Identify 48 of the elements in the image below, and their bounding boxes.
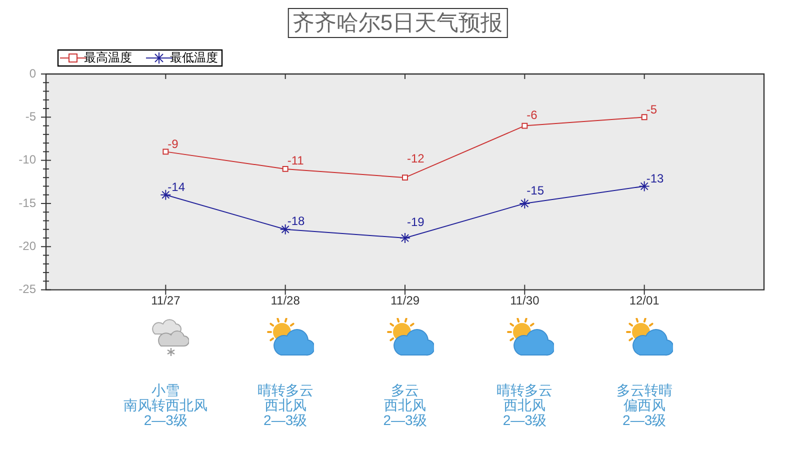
text: 2—3级 bbox=[382, 412, 428, 428]
text: 多云 bbox=[390, 382, 420, 398]
data-label: -18 bbox=[287, 214, 306, 228]
text: 2—3级 bbox=[622, 412, 668, 428]
point bbox=[160, 189, 172, 200]
data-label: -15 bbox=[526, 184, 544, 198]
point bbox=[641, 114, 648, 120]
legend-label: 最高温度 bbox=[84, 50, 132, 64]
y-tick-label: -20 bbox=[18, 238, 36, 253]
text: 西北风 bbox=[383, 397, 427, 413]
data-label: -6 bbox=[526, 108, 538, 122]
point bbox=[402, 174, 408, 181]
y-tick-label: -10 bbox=[18, 152, 36, 167]
y-tick-label: -15 bbox=[18, 196, 36, 210]
data-label: -12 bbox=[407, 152, 425, 166]
text: 2—3级 bbox=[502, 412, 548, 428]
x-tick-label: 12/01 bbox=[629, 293, 660, 308]
data-label: -19 bbox=[407, 215, 425, 230]
text: 小雪 bbox=[150, 382, 181, 398]
x-tick-label: 11/28 bbox=[270, 293, 300, 308]
chart-title: 齐齐哈尔5日天气预报 bbox=[287, 8, 508, 38]
data-label: -13 bbox=[646, 172, 664, 186]
x-tick-label: 11/29 bbox=[390, 293, 420, 308]
y-tick-label: 0 bbox=[29, 66, 36, 80]
point bbox=[400, 232, 410, 244]
text: 晴转多云 bbox=[256, 382, 314, 398]
point bbox=[280, 224, 291, 235]
data-label: -9 bbox=[168, 137, 179, 151]
y-tick-label: -5 bbox=[25, 109, 36, 124]
point bbox=[522, 122, 528, 129]
data-label: -11 bbox=[287, 154, 304, 168]
text: 晴转多云 bbox=[496, 382, 554, 398]
text: 多云转晴 bbox=[615, 382, 674, 398]
text: 南风转西北风 bbox=[122, 397, 209, 413]
text: 西北风 bbox=[502, 397, 547, 413]
text: 2—3级 bbox=[142, 412, 188, 428]
point bbox=[282, 166, 288, 172]
y-tick-label: -25 bbox=[18, 282, 36, 296]
data-label: -14 bbox=[168, 180, 186, 194]
data-label: -5 bbox=[646, 102, 658, 116]
text: 偏西风 bbox=[622, 397, 666, 413]
x-tick-label: 11/30 bbox=[510, 293, 540, 308]
text: 西北风 bbox=[263, 397, 308, 413]
point bbox=[519, 198, 530, 209]
text: 2—3级 bbox=[262, 412, 308, 428]
point bbox=[162, 148, 169, 155]
legend-label: 最低温度 bbox=[170, 50, 218, 64]
x-tick-label: 11/27 bbox=[151, 293, 181, 308]
